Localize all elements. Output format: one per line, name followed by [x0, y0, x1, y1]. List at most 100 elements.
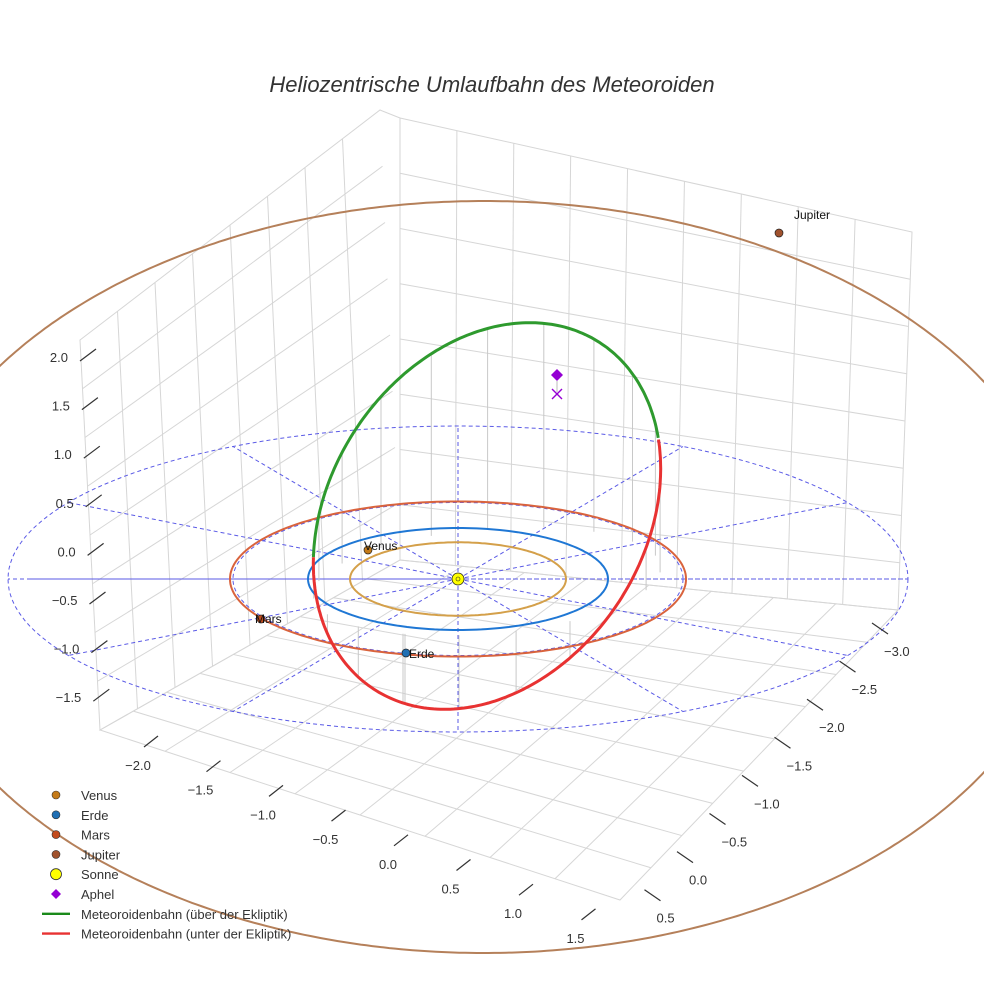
legend-marker-mars — [51, 830, 61, 839]
grid-line — [84, 222, 386, 438]
grid-line — [229, 572, 525, 773]
z-tick — [85, 494, 103, 508]
legend-label: Meteoroidenbahn (unter der Ekliptik) — [81, 927, 291, 942]
z-tick-label: 1.5 — [52, 399, 70, 414]
orbit-jupiter — [0, 200, 984, 954]
z-tick-label: −1.0 — [54, 642, 80, 657]
axis-ticks: 2.0 1.5 1.0 0.5 0.0 −0.5 −1.0 −1.5 −2.0 −1.5 −1.0 −… — [50, 348, 910, 946]
x-tick-label: −0.5 — [313, 832, 339, 847]
y-tick — [839, 660, 856, 673]
x-tick — [456, 859, 471, 871]
y-tick-label: −0.5 — [722, 835, 748, 850]
y-tick — [806, 698, 824, 711]
grid-line — [294, 578, 588, 795]
grid-line — [87, 278, 388, 487]
z-tick — [79, 348, 97, 362]
x-tick — [331, 809, 346, 822]
orbit-venus — [348, 541, 567, 617]
jupiter-marker — [774, 228, 784, 238]
x-tick-label: 1.0 — [504, 906, 522, 921]
radial-line — [232, 446, 459, 580]
grid-line — [399, 172, 911, 280]
grid-line — [399, 338, 906, 422]
y-tick — [741, 774, 759, 787]
back-left-wall — [79, 109, 401, 731]
x-tick — [206, 760, 221, 773]
z-tick — [92, 688, 110, 702]
grid-line — [359, 584, 650, 816]
orbit-mars — [228, 500, 687, 658]
chart-title: Heliozentrische Umlaufbahn des Meteoroid… — [269, 72, 715, 97]
x-tick — [268, 784, 284, 797]
sun-marker — [451, 572, 465, 586]
radial-line — [457, 578, 684, 712]
grid-line — [97, 503, 398, 682]
mars-marker — [256, 614, 266, 624]
grid-line — [424, 590, 712, 837]
z-tick — [89, 591, 106, 605]
grid-line — [82, 165, 383, 390]
legend-label: Sonne — [81, 867, 119, 882]
x-tick — [581, 908, 596, 921]
x-tick-label: 1.5 — [566, 931, 584, 946]
meteoroid-orbit — [311, 321, 663, 711]
markers: Venus Erde Mars Jupiter — [255, 208, 830, 661]
x-tick — [393, 834, 409, 847]
legend-label: Mars — [81, 828, 110, 843]
x-tick — [143, 735, 159, 748]
grid-line — [164, 565, 463, 752]
legend-marker-venus — [51, 790, 61, 800]
z-tick-label: 0.5 — [56, 496, 74, 511]
radial-line — [457, 578, 848, 656]
grid-line — [399, 283, 907, 375]
y-tick-label: −2.5 — [852, 682, 878, 697]
grid-line — [399, 393, 904, 469]
radial-line — [457, 502, 848, 580]
z-tick — [91, 640, 108, 654]
z-tick-label: 1.0 — [54, 447, 72, 462]
aphel-marker — [551, 369, 563, 381]
legend-label: Aphel — [81, 887, 114, 902]
radial-line — [457, 446, 684, 580]
grid-line — [94, 447, 396, 633]
x-tick-label: 0.5 — [441, 882, 459, 897]
grid-line — [89, 334, 391, 536]
y-tick-label: 0.5 — [657, 911, 675, 926]
y-tick-label: −1.0 — [754, 796, 780, 811]
y-tick — [676, 851, 694, 864]
jupiter-label: Jupiter — [794, 208, 830, 222]
legend-marker-sun — [50, 868, 62, 881]
radial-line — [68, 502, 459, 580]
x-tick-label: −1.0 — [250, 807, 276, 822]
planet-orbits — [0, 200, 984, 954]
legend-label: Venus — [81, 788, 118, 803]
radial-line — [232, 578, 459, 712]
meteoroid-orbit-above — [311, 321, 660, 558]
back-right-wall — [399, 117, 913, 611]
y-tick-label: −1.5 — [787, 758, 813, 773]
z-tick-label: −1.5 — [56, 690, 82, 705]
legend-label: Erde — [81, 808, 108, 823]
legend-marker-aphel — [51, 889, 61, 899]
x-tick-label: −2.0 — [125, 758, 151, 773]
erde-label: Erde — [409, 647, 435, 661]
meteoroid-orbit-below — [311, 439, 663, 711]
aphel-projection-marker — [551, 388, 563, 400]
venus-label: Venus — [364, 539, 397, 553]
y-tick — [709, 813, 726, 825]
y-tick-label: −2.0 — [819, 720, 845, 735]
legend-label: Jupiter — [81, 847, 121, 862]
z-tick-label: −0.5 — [52, 593, 78, 608]
axis-grid — [79, 109, 913, 901]
x-tick-label: 0.0 — [379, 857, 397, 872]
z-tick — [87, 542, 104, 556]
legend-label: Meteoroidenbahn (über der Ekliptik) — [81, 907, 288, 922]
grid-line — [92, 390, 393, 585]
sun-core — [455, 576, 461, 582]
grid-line — [554, 603, 837, 880]
venus-marker — [363, 545, 373, 555]
y-tick-label: −3.0 — [884, 644, 910, 659]
erde-marker — [401, 648, 411, 658]
y-tick — [774, 736, 791, 749]
